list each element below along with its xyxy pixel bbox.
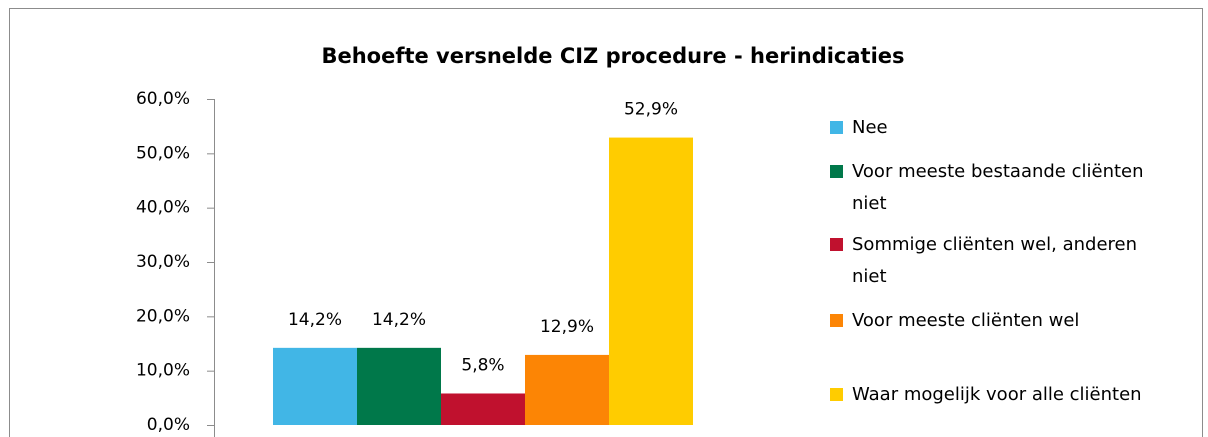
y-tick-label: 60,0% bbox=[136, 89, 190, 109]
y-tick-label: 20,0% bbox=[136, 306, 190, 326]
bar bbox=[273, 347, 357, 425]
y-tick-label: 10,0% bbox=[136, 361, 190, 381]
bar bbox=[525, 354, 609, 425]
legend-item: Voor meeste bestaande cliënten niet bbox=[830, 156, 1170, 220]
legend-swatch bbox=[830, 314, 843, 327]
legend-label: Waar mogelijk voor alle cliënten bbox=[852, 384, 1142, 405]
legend-item: Voor meeste cliënten wel bbox=[830, 305, 1170, 337]
y-tick-label: 50,0% bbox=[136, 143, 190, 163]
legend-swatch bbox=[830, 121, 843, 134]
legend-swatch bbox=[830, 388, 843, 401]
legend-label: Nee bbox=[852, 117, 888, 138]
y-tick-label: 40,0% bbox=[136, 198, 190, 218]
bar bbox=[441, 393, 525, 425]
data-label: 5,8% bbox=[461, 355, 504, 375]
y-tick-label: 0,0% bbox=[147, 415, 190, 435]
data-label: 12,9% bbox=[540, 317, 594, 337]
legend-label: Voor meeste bestaande cliënten niet bbox=[852, 161, 1144, 214]
data-label: 14,2% bbox=[372, 310, 426, 330]
legend-item: Sommige cliënten wel, anderen niet bbox=[830, 229, 1170, 293]
chart-border bbox=[9, 8, 1203, 437]
legend-item: Waar mogelijk voor alle cliënten bbox=[830, 379, 1170, 411]
legend-label: Voor meeste cliënten wel bbox=[852, 310, 1080, 331]
legend-label: Sommige cliënten wel, anderen niet bbox=[852, 234, 1138, 287]
y-tick-label: 30,0% bbox=[136, 252, 190, 272]
bar bbox=[357, 347, 441, 425]
legend-swatch bbox=[830, 165, 843, 178]
chart-title: Behoefte versnelde CIZ procedure - herin… bbox=[321, 44, 904, 68]
bar bbox=[609, 137, 693, 425]
data-label: 52,9% bbox=[624, 100, 678, 120]
legend-swatch bbox=[830, 238, 843, 251]
data-label: 14,2% bbox=[288, 310, 342, 330]
legend-item: Nee bbox=[830, 112, 1170, 144]
